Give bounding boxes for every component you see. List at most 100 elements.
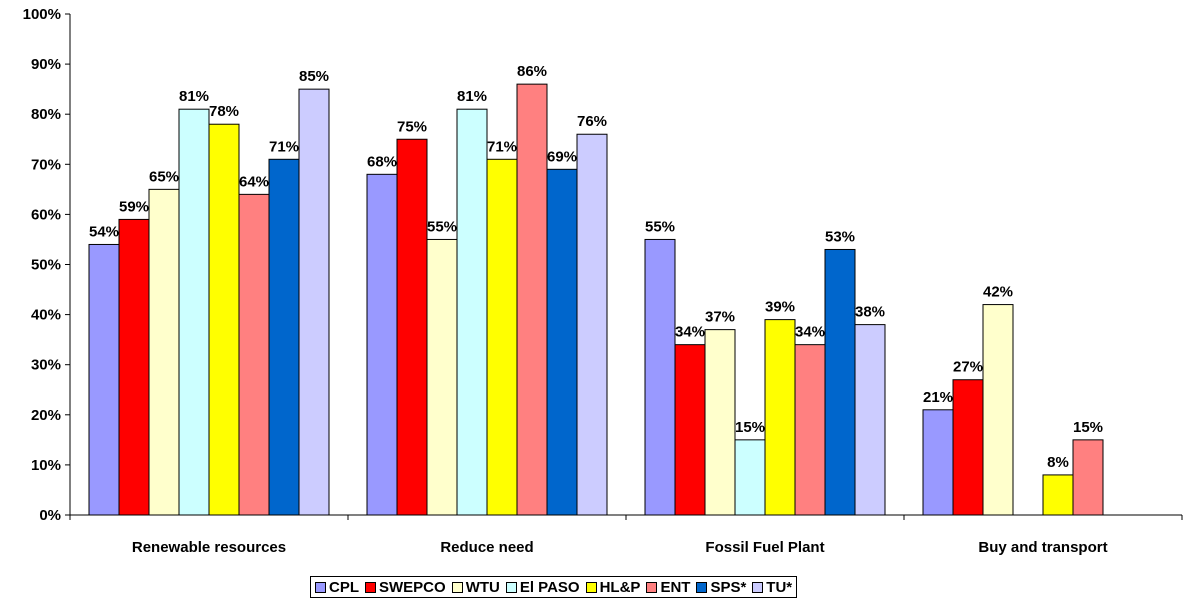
legend-label: TU*: [766, 578, 793, 596]
x-axis: Renewable resources Reduce need Fossil Fue…: [69, 514, 1183, 556]
bar: [516, 83, 548, 516]
legend-item: ENT: [646, 579, 690, 596]
legend-item: SWEPCO: [365, 579, 446, 596]
data-label: 64%: [239, 173, 269, 190]
bar: [644, 238, 676, 516]
bar-chart: 0% 10% 20% 30% 40% 50% 60% 70% 80% 90% 100% Renewa…: [23, 6, 1183, 556]
bar: [268, 158, 300, 516]
data-label: 71%: [487, 138, 517, 155]
legend-label: HL&P: [599, 578, 641, 596]
bar: [1072, 439, 1104, 516]
legend-item: SPS*: [696, 579, 746, 596]
data-label: 39%: [765, 299, 795, 316]
bar: [674, 344, 706, 516]
data-label: 38%: [855, 304, 885, 321]
bar: [118, 218, 150, 516]
bar: [396, 138, 428, 516]
bar: [1042, 474, 1074, 516]
bar: [734, 439, 766, 516]
bars: [88, 83, 1104, 516]
bar: [704, 329, 736, 516]
bar: [824, 248, 856, 516]
legend-label: El PASO: [519, 578, 580, 596]
x-category-label: Fossil Fuel Plant: [705, 539, 824, 556]
data-label: 85%: [299, 68, 329, 85]
data-label: 81%: [457, 88, 487, 105]
data-label: 55%: [427, 218, 457, 235]
bar: [88, 243, 120, 516]
data-label: 15%: [1073, 419, 1103, 436]
data-label: 27%: [953, 359, 983, 376]
data-label: 76%: [577, 113, 607, 130]
bar: [208, 123, 240, 516]
data-label: 15%: [735, 419, 765, 436]
legend-label: WTU: [465, 578, 500, 596]
data-label: 34%: [675, 324, 705, 341]
legend-label: SPS*: [710, 578, 747, 596]
data-label: 69%: [547, 148, 577, 165]
data-label: 8%: [1047, 454, 1069, 471]
legend-item: HL&P: [585, 578, 641, 596]
bar: [178, 108, 210, 516]
legend-swatch: [696, 581, 708, 593]
data-label: 34%: [795, 324, 825, 341]
y-tick-label: 20%: [31, 407, 61, 424]
bar: [546, 168, 578, 516]
y-tick-label: 40%: [31, 307, 61, 324]
y-tick-label: 0%: [39, 507, 61, 524]
legend-label: SWEPCO: [379, 578, 446, 596]
bar: [764, 319, 796, 516]
legend: CPL SWEPCO WTU El PASO HL&P ENT SPS* TU*: [310, 576, 798, 598]
bar: [148, 188, 180, 516]
legend-label: CPL: [329, 578, 359, 596]
y-tick-label: 90%: [31, 56, 61, 73]
y-tick-label: 10%: [31, 457, 61, 474]
legend-swatch: [365, 581, 376, 593]
bar: [486, 158, 518, 516]
legend-item: WTU: [451, 578, 500, 596]
legend-swatch: [505, 581, 517, 593]
y-tick-label: 30%: [31, 357, 61, 374]
bar: [366, 173, 398, 516]
x-category-label: Reduce need: [440, 539, 533, 556]
bar: [298, 88, 330, 516]
legend-swatch: [646, 581, 658, 593]
bar: [238, 193, 270, 516]
data-label: 54%: [89, 223, 119, 240]
legend-item: El PASO: [505, 578, 580, 596]
y-tick-label: 50%: [31, 257, 61, 274]
data-label: 59%: [119, 198, 149, 215]
x-category-label: Renewable resources: [132, 539, 286, 556]
y-tick-label: 100%: [23, 6, 61, 23]
data-label: 65%: [149, 168, 179, 185]
bar: [922, 409, 954, 516]
y-tick-label: 80%: [31, 106, 61, 123]
data-label: 81%: [179, 88, 209, 105]
bar: [952, 379, 984, 516]
legend-item: CPL: [315, 579, 359, 596]
data-label: 75%: [397, 118, 427, 135]
bar: [794, 344, 826, 516]
y-axis: 0% 10% 20% 30% 40% 50% 60% 70% 80% 90% 100%: [23, 6, 71, 524]
y-tick-label: 70%: [31, 156, 61, 173]
bar: [456, 108, 488, 516]
data-label: 86%: [517, 63, 547, 80]
data-label: 55%: [645, 218, 675, 235]
bar: [982, 304, 1014, 516]
legend-swatch: [752, 581, 764, 593]
bar: [426, 238, 458, 516]
data-label: 42%: [983, 284, 1013, 301]
data-label: 53%: [825, 228, 855, 245]
data-labels: 54% 68% 55% 21% 59% 75% 34% 27% 65% 55% 37% 42% 81% 8…: [89, 63, 1103, 471]
bar: [854, 324, 886, 516]
legend-label: ENT: [660, 578, 691, 596]
legend-item: TU*: [752, 579, 792, 596]
bar: [576, 133, 608, 516]
x-category-label: Buy and transport: [978, 539, 1107, 556]
data-label: 37%: [705, 309, 735, 326]
legend-swatch: [451, 581, 463, 593]
data-label: 21%: [923, 389, 953, 406]
data-label: 78%: [209, 103, 239, 120]
y-tick-label: 60%: [31, 206, 61, 223]
data-label: 71%: [269, 138, 299, 155]
